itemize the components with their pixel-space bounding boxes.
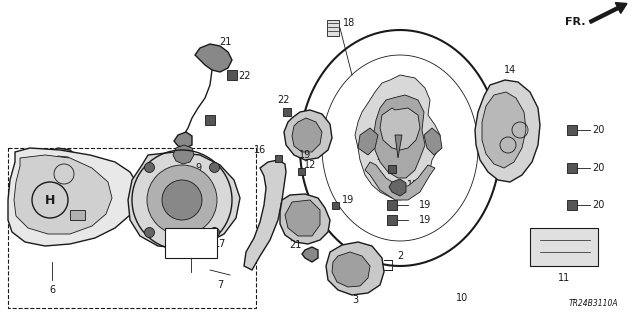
Text: 14: 14 bbox=[504, 65, 516, 75]
Polygon shape bbox=[380, 108, 420, 150]
Polygon shape bbox=[47, 156, 80, 190]
Text: 20: 20 bbox=[592, 163, 604, 173]
Polygon shape bbox=[280, 194, 330, 244]
Polygon shape bbox=[285, 200, 320, 236]
Circle shape bbox=[145, 228, 154, 237]
Polygon shape bbox=[424, 128, 442, 155]
Text: H: H bbox=[45, 194, 55, 206]
Polygon shape bbox=[244, 160, 286, 270]
Bar bbox=[165, 228, 217, 258]
Polygon shape bbox=[174, 132, 192, 148]
Polygon shape bbox=[227, 70, 237, 80]
Text: 18: 18 bbox=[343, 18, 355, 28]
Text: 22: 22 bbox=[237, 71, 250, 81]
Polygon shape bbox=[40, 148, 90, 198]
Polygon shape bbox=[14, 155, 112, 234]
Text: 22: 22 bbox=[276, 95, 289, 105]
FancyArrow shape bbox=[589, 3, 627, 23]
Polygon shape bbox=[327, 20, 339, 36]
Circle shape bbox=[209, 228, 220, 237]
Text: 1: 1 bbox=[25, 173, 31, 183]
Polygon shape bbox=[332, 202, 339, 209]
Polygon shape bbox=[70, 210, 85, 220]
Text: 11: 11 bbox=[558, 273, 570, 283]
Polygon shape bbox=[8, 148, 138, 246]
Text: 9: 9 bbox=[195, 163, 201, 173]
Polygon shape bbox=[332, 252, 370, 287]
Polygon shape bbox=[395, 135, 402, 158]
Circle shape bbox=[147, 165, 217, 235]
Polygon shape bbox=[567, 125, 577, 135]
Circle shape bbox=[209, 163, 220, 172]
Polygon shape bbox=[475, 80, 540, 182]
Polygon shape bbox=[389, 179, 406, 196]
Text: 19: 19 bbox=[342, 195, 354, 205]
Polygon shape bbox=[173, 145, 194, 164]
Circle shape bbox=[166, 208, 186, 228]
Bar bbox=[530, 228, 598, 266]
Polygon shape bbox=[302, 247, 318, 262]
Polygon shape bbox=[283, 108, 291, 116]
Polygon shape bbox=[292, 118, 322, 152]
Bar bbox=[8, 148, 256, 308]
Text: 20: 20 bbox=[592, 200, 604, 210]
Text: 3: 3 bbox=[352, 295, 358, 305]
Text: 19: 19 bbox=[419, 215, 431, 225]
Polygon shape bbox=[387, 215, 397, 225]
Text: 12: 12 bbox=[304, 160, 316, 170]
Text: 10: 10 bbox=[456, 293, 468, 303]
Polygon shape bbox=[298, 168, 305, 175]
Polygon shape bbox=[567, 163, 577, 173]
Polygon shape bbox=[482, 92, 526, 168]
Polygon shape bbox=[365, 162, 435, 200]
Text: 20: 20 bbox=[592, 125, 604, 135]
Polygon shape bbox=[128, 152, 240, 248]
Polygon shape bbox=[355, 75, 440, 200]
Text: 5: 5 bbox=[167, 243, 173, 253]
Text: 21: 21 bbox=[219, 37, 231, 47]
Polygon shape bbox=[358, 128, 378, 155]
Polygon shape bbox=[387, 200, 397, 210]
Polygon shape bbox=[388, 165, 396, 173]
Text: 21: 21 bbox=[289, 240, 301, 250]
Text: 22: 22 bbox=[376, 152, 388, 162]
Polygon shape bbox=[326, 242, 384, 295]
Circle shape bbox=[145, 163, 154, 172]
Circle shape bbox=[162, 180, 202, 220]
Text: FR.: FR. bbox=[564, 17, 585, 27]
Text: 13: 13 bbox=[407, 180, 419, 190]
Text: 7: 7 bbox=[217, 280, 223, 290]
Polygon shape bbox=[373, 95, 425, 178]
Polygon shape bbox=[195, 44, 232, 72]
Text: 17: 17 bbox=[214, 239, 226, 249]
Text: 2: 2 bbox=[397, 251, 403, 261]
Text: 19: 19 bbox=[419, 200, 431, 210]
Text: 6: 6 bbox=[49, 285, 55, 295]
Polygon shape bbox=[154, 196, 198, 238]
Polygon shape bbox=[275, 155, 282, 162]
Text: 19: 19 bbox=[299, 150, 311, 160]
Text: TR24B3110A: TR24B3110A bbox=[568, 299, 618, 308]
Polygon shape bbox=[284, 110, 332, 160]
Polygon shape bbox=[205, 115, 215, 125]
Polygon shape bbox=[567, 200, 577, 210]
Text: 16: 16 bbox=[254, 145, 266, 155]
